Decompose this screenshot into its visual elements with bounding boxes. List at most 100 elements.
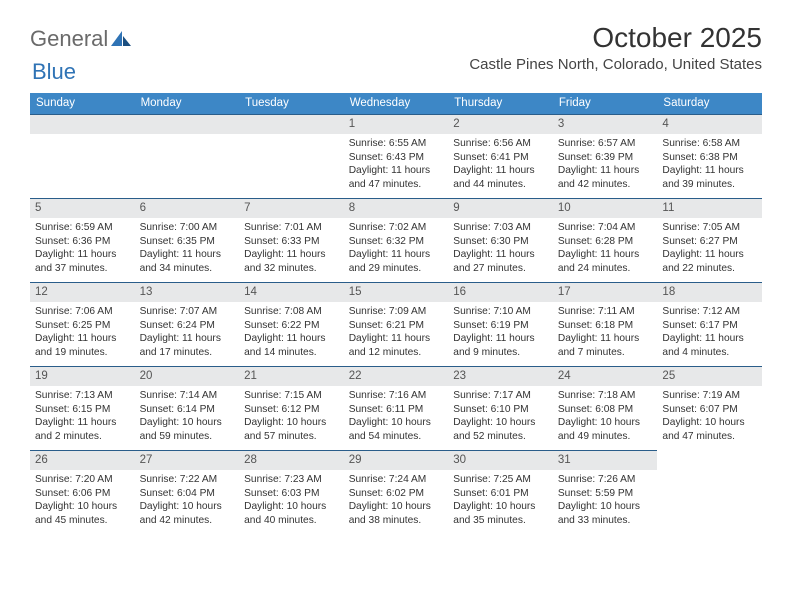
sunset-text: Sunset: 6:06 PM <box>35 487 130 500</box>
calendar-cell: 1Sunrise: 6:55 AMSunset: 6:43 PMDaylight… <box>344 114 449 198</box>
calendar-cell: 22Sunrise: 7:16 AMSunset: 6:11 PMDayligh… <box>344 366 449 450</box>
calendar-cell: 30Sunrise: 7:25 AMSunset: 6:01 PMDayligh… <box>448 450 553 534</box>
calendar-cell: 28Sunrise: 7:23 AMSunset: 6:03 PMDayligh… <box>239 450 344 534</box>
day-number: 10 <box>553 199 658 218</box>
sunset-text: Sunset: 6:41 PM <box>453 151 548 164</box>
daylight-text: Daylight: 11 hours and 34 minutes. <box>140 248 235 275</box>
day-number: 18 <box>657 283 762 302</box>
sunset-text: Sunset: 6:08 PM <box>558 403 653 416</box>
sunset-text: Sunset: 6:18 PM <box>558 319 653 332</box>
calendar-cell: 26 Sunrise: 7:20 AMSunset: 6:06 PMDayligh… <box>30 450 135 534</box>
calendar-cell: 9Sunrise: 7:03 AMSunset: 6:30 PMDaylight… <box>448 198 553 282</box>
sunrise-text: Sunrise: 7:05 AM <box>662 221 757 234</box>
sunset-text: Sunset: 6:12 PM <box>244 403 339 416</box>
daylight-text: Daylight: 11 hours and 12 minutes. <box>349 332 444 359</box>
day-number: 16 <box>448 283 553 302</box>
sunrise-text: Sunrise: 7:16 AM <box>349 389 444 402</box>
sunrise-text: Sunrise: 7:11 AM <box>558 305 653 318</box>
daylight-text: Daylight: 11 hours and 42 minutes. <box>558 164 653 191</box>
sunrise-text: Sunrise: 7:06 AM <box>35 305 130 318</box>
sunrise-text: Sunrise: 7:24 AM <box>349 473 444 486</box>
day-number: 24 <box>553 367 658 386</box>
sunset-text: Sunset: 6:24 PM <box>140 319 235 332</box>
sunset-text: Sunset: 6:32 PM <box>349 235 444 248</box>
weekday-label: Thursday <box>448 93 553 114</box>
calendar-cell: 13Sunrise: 7:07 AMSunset: 6:24 PMDayligh… <box>135 282 240 366</box>
weekday-label: Monday <box>135 93 240 114</box>
location-text: Castle Pines North, Colorado, United Sta… <box>469 56 762 73</box>
sunrise-text: Sunrise: 7:01 AM <box>244 221 339 234</box>
sunrise-text: Sunrise: 6:55 AM <box>349 137 444 150</box>
calendar-cell: 10Sunrise: 7:04 AMSunset: 6:28 PMDayligh… <box>553 198 658 282</box>
calendar-cell: 23Sunrise: 7:17 AMSunset: 6:10 PMDayligh… <box>448 366 553 450</box>
calendar-cell: 6Sunrise: 7:00 AMSunset: 6:35 PMDaylight… <box>135 198 240 282</box>
calendar-cell: 3Sunrise: 6:57 AMSunset: 6:39 PMDaylight… <box>553 114 658 198</box>
calendar-cell: 18Sunrise: 7:12 AMSunset: 6:17 PMDayligh… <box>657 282 762 366</box>
calendar-cell: 16 Sunrise: 7:10 AMSunset: 6:19 PMDayligh… <box>448 282 553 366</box>
sunset-text: Sunset: 6:14 PM <box>140 403 235 416</box>
day-number: 17 <box>553 283 658 302</box>
day-number: 4 <box>657 115 762 134</box>
sunset-text: Sunset: 6:39 PM <box>558 151 653 164</box>
sunrise-text: Sunrise: 7:13 AM <box>35 389 130 402</box>
calendar-cell: 14Sunrise: 7:08 AMSunset: 6:22 PMDayligh… <box>239 282 344 366</box>
day-number: 6 <box>135 199 240 218</box>
sunset-text: Sunset: 6:19 PM <box>453 319 548 332</box>
calendar-cell: 5Sunrise: 6:59 AMSunset: 6:36 PMDaylight… <box>30 198 135 282</box>
daylight-text: Daylight: 10 hours and 45 minutes. <box>35 500 130 527</box>
calendar-cell: 25Sunrise: 7:19 AMSunset: 6:07 PMDayligh… <box>657 366 762 450</box>
sunset-text: Sunset: 6:28 PM <box>558 235 653 248</box>
daylight-text: Daylight: 11 hours and 27 minutes. <box>453 248 548 275</box>
day-number: 31 <box>553 451 658 470</box>
brand-part1: General <box>30 26 108 52</box>
day-number: 22 <box>344 367 449 386</box>
sunrise-text: Sunrise: 6:59 AM <box>35 221 130 234</box>
daylight-text: Daylight: 11 hours and 4 minutes. <box>662 332 757 359</box>
daylight-text: Daylight: 11 hours and 2 minutes. <box>35 416 130 443</box>
day-number: 23 <box>448 367 553 386</box>
sunrise-text: Sunrise: 7:14 AM <box>140 389 235 402</box>
sunrise-text: Sunrise: 7:00 AM <box>140 221 235 234</box>
day-number: 7 <box>239 199 344 218</box>
day-number: 2 <box>448 115 553 134</box>
sunset-text: Sunset: 6:04 PM <box>140 487 235 500</box>
sunrise-text: Sunrise: 7:17 AM <box>453 389 548 402</box>
day-number: 9 <box>448 199 553 218</box>
sunrise-text: Sunrise: 7:08 AM <box>244 305 339 318</box>
day-number: 29 <box>344 451 449 470</box>
daylight-text: Daylight: 11 hours and 14 minutes. <box>244 332 339 359</box>
day-number: 12 <box>30 283 135 302</box>
day-number: 11 <box>657 199 762 218</box>
sunset-text: Sunset: 6:33 PM <box>244 235 339 248</box>
daylight-text: Daylight: 11 hours and 22 minutes. <box>662 248 757 275</box>
weekday-label: Wednesday <box>344 93 449 114</box>
sunrise-text: Sunrise: 7:09 AM <box>349 305 444 318</box>
day-number: 26 <box>30 451 135 470</box>
weekday-header: SundayMondayTuesdayWednesdayThursdayFrid… <box>30 93 762 114</box>
sunset-text: Sunset: 6:27 PM <box>662 235 757 248</box>
sunset-text: Sunset: 6:38 PM <box>662 151 757 164</box>
sunrise-text: Sunrise: 7:10 AM <box>453 305 548 318</box>
sunrise-text: Sunrise: 7:20 AM <box>35 473 130 486</box>
calendar-cell: 7Sunrise: 7:01 AMSunset: 6:33 PMDaylight… <box>239 198 344 282</box>
daylight-text: Daylight: 10 hours and 33 minutes. <box>558 500 653 527</box>
calendar-cell: 27Sunrise: 7:22 AMSunset: 6:04 PMDayligh… <box>135 450 240 534</box>
calendar-cell: 8Sunrise: 7:02 AMSunset: 6:32 PMDaylight… <box>344 198 449 282</box>
sunset-text: Sunset: 6:17 PM <box>662 319 757 332</box>
day-number: 3 <box>553 115 658 134</box>
sunset-text: Sunset: 6:07 PM <box>662 403 757 416</box>
weekday-label: Sunday <box>30 93 135 114</box>
sunrise-text: Sunrise: 7:02 AM <box>349 221 444 234</box>
daylight-text: Daylight: 11 hours and 17 minutes. <box>140 332 235 359</box>
day-number: 27 <box>135 451 240 470</box>
calendar-cell: 2Sunrise: 6:56 AMSunset: 6:41 PMDaylight… <box>448 114 553 198</box>
daylight-text: Daylight: 11 hours and 24 minutes. <box>558 248 653 275</box>
calendar-cell: 20Sunrise: 7:14 AMSunset: 6:14 PMDayligh… <box>135 366 240 450</box>
day-number: 30 <box>448 451 553 470</box>
sunrise-text: Sunrise: 7:18 AM <box>558 389 653 402</box>
day-number: 1 <box>344 115 449 134</box>
calendar-cell: 15Sunrise: 7:09 AMSunset: 6:21 PMDayligh… <box>344 282 449 366</box>
sunset-text: Sunset: 6:21 PM <box>349 319 444 332</box>
daylight-text: Daylight: 11 hours and 9 minutes. <box>453 332 548 359</box>
sunset-text: Sunset: 6:22 PM <box>244 319 339 332</box>
